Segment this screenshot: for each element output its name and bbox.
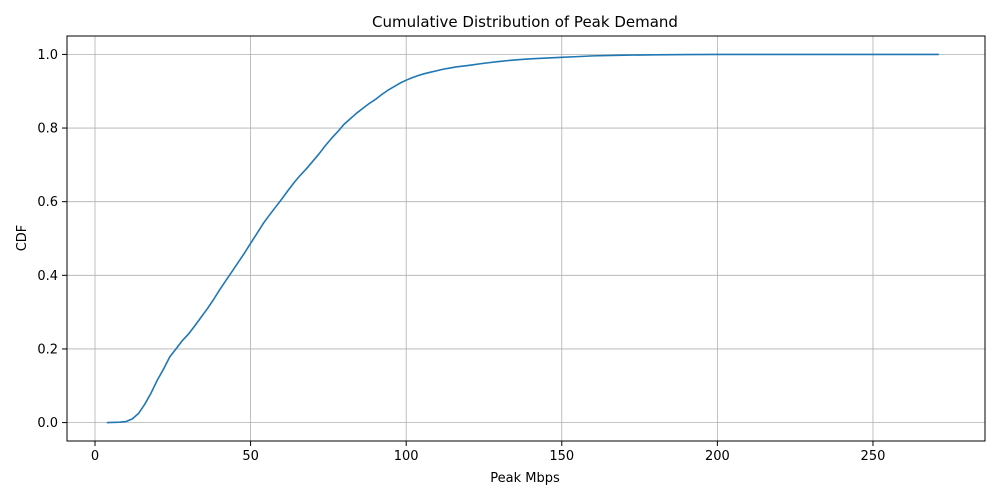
chart-title: Cumulative Distribution of Peak Demand (372, 13, 678, 31)
x-axis-label: Peak Mbps (490, 471, 560, 486)
grid-layer (67, 36, 985, 441)
x-tick-label: 150 (549, 449, 574, 464)
y-axis-label: CDF (15, 225, 30, 252)
y-tick-label: 1.0 (37, 48, 58, 63)
x-tick-label: 250 (861, 449, 886, 464)
x-tick-label: 200 (705, 449, 730, 464)
plot-frame (66, 35, 986, 442)
y-tick-label: 0.0 (37, 416, 58, 431)
y-tick-label: 0.2 (37, 342, 58, 357)
line-layer (106, 53, 940, 424)
x-tick-label: 100 (394, 449, 419, 464)
y-tick-label: 0.8 (37, 122, 58, 137)
x-tick-label: 0 (91, 449, 99, 464)
tick-layer: 0 50 100 150 200 250 0.0 0.2 0.4 0.6 0.8 1.0 (37, 48, 885, 464)
y-tick-label: 0.6 (37, 195, 58, 210)
x-tick-label: 50 (242, 449, 259, 464)
cdf-line (106, 53, 940, 424)
y-tick-label: 0.4 (37, 269, 58, 284)
